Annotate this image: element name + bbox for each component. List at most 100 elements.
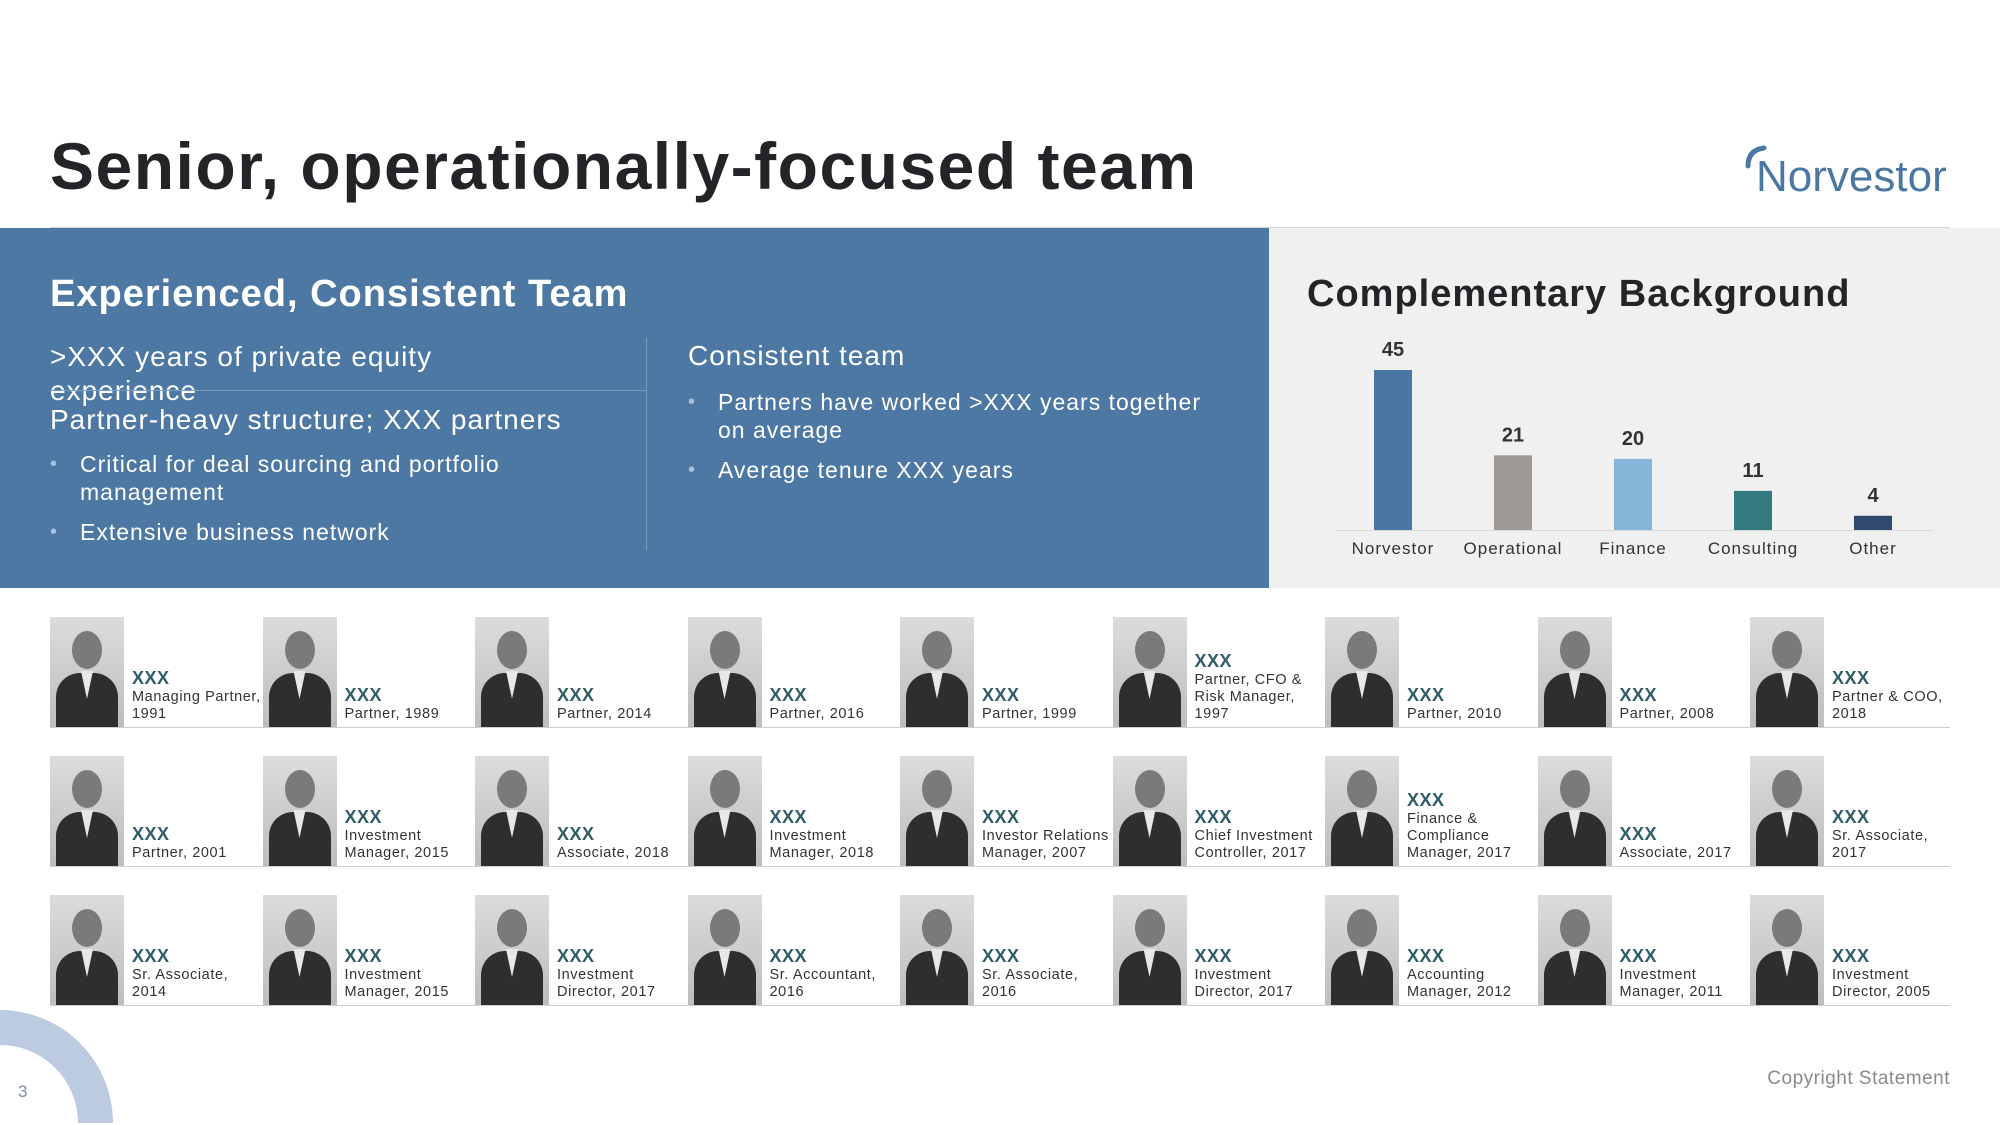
- category-label: Consulting: [1708, 539, 1798, 558]
- team-member-name: XXX: [1832, 946, 1870, 966]
- team-member-role: Sr. Accountant, 2016: [769, 967, 877, 1000]
- team-member-role: Investment Manager, 2011: [1619, 967, 1723, 1000]
- team-member-photo: [1750, 895, 1824, 1005]
- team-member-info: XXX Investment Director, 2017: [1195, 946, 1330, 1001]
- team-member-card: XXX Investor Relations Manager, 2007: [900, 756, 1110, 866]
- team-member-info: XXX Associate, 2018: [557, 824, 692, 862]
- team-member-photo: [1112, 895, 1187, 1005]
- team-member-photo: [262, 895, 337, 1005]
- team-member-info: XXX Investment Manager, 2015: [345, 946, 480, 1001]
- team-member-photo: [1325, 617, 1399, 727]
- team-member-card: XXX Partner, 2016: [687, 617, 898, 727]
- category-label: Norvestor: [1352, 539, 1435, 558]
- team-member-role: Partner, 2010: [1407, 706, 1502, 722]
- category-label: Finance: [1599, 539, 1666, 558]
- team-member-photo: [50, 895, 124, 1005]
- logo-text: Norvestor: [1756, 152, 1947, 201]
- team-member-card: XXX Associate, 2017: [1537, 756, 1748, 866]
- team-member-role: Sr. Associate, 2014: [132, 967, 229, 1000]
- team-member-photo: [262, 617, 337, 727]
- team-member-info: XXX Partner, 2008: [1620, 685, 1755, 723]
- team-member-name: XXX: [982, 946, 1020, 966]
- team-member-name: XXX: [1407, 790, 1445, 810]
- team-member-role: Investor Relations Manager, 2007: [982, 828, 1109, 861]
- team-member-info: XXX Sr. Associate, 2016: [982, 946, 1117, 1001]
- bullet-item: Extensive business network: [50, 518, 610, 546]
- team-member-info: XXX Partner & COO, 2018: [1832, 668, 1967, 723]
- team-member-name: XXX: [132, 824, 170, 844]
- consistent-team-bullets: Partners have worked >XXX years together…: [688, 388, 1208, 496]
- team-member-info: XXX Partner, 2001: [132, 824, 267, 862]
- team-member-card: XXX Associate, 2018: [475, 756, 685, 866]
- team-member-info: XXX Sr. Associate, 2014: [132, 946, 267, 1001]
- team-member-info: XXX Partner, CFO & Risk Manager, 1997: [1195, 651, 1330, 723]
- team-member-name: XXX: [769, 685, 808, 705]
- team-member-photo: [900, 756, 974, 866]
- team-member-role: Investment Director, 2017: [1194, 967, 1294, 1000]
- bar-norvestor: [1374, 370, 1412, 530]
- team-member-card: XXX Partner, 1999: [900, 617, 1110, 727]
- team-member-name: XXX: [1832, 668, 1870, 688]
- team-member-info: XXX Chief Investment Controller, 2017: [1195, 807, 1330, 862]
- team-member-info: XXX Partner, 2016: [770, 685, 905, 723]
- team-member-info: XXX Finance & Compliance Manager, 2017: [1407, 790, 1542, 862]
- team-member-name: XXX: [132, 946, 170, 966]
- team-member-info: XXX Partner, 1999: [982, 685, 1117, 723]
- team-member-card: XXX Partner, 1989: [262, 617, 473, 727]
- bullet-item: Critical for deal sourcing and portfolio…: [50, 450, 610, 506]
- team-member-photo: [1750, 617, 1824, 727]
- team-member-name: XXX: [344, 807, 383, 827]
- team-member-role: Finance & Compliance Manager, 2017: [1407, 811, 1512, 861]
- team-member-card: XXX Partner & COO, 2018: [1750, 617, 1960, 727]
- team-member-photo: [1325, 756, 1399, 866]
- team-member-role: Investment Manager, 2015: [344, 967, 450, 1000]
- category-label: Other: [1849, 539, 1897, 558]
- team-member-name: XXX: [1832, 807, 1870, 827]
- team-member-card: XXX Sr. Associate, 2014: [50, 895, 260, 1005]
- team-member-info: XXX Managing Partner, 1991: [132, 668, 267, 723]
- team-member-name: XXX: [1194, 651, 1233, 671]
- bar-value-label: 11: [1742, 460, 1763, 482]
- team-member-name: XXX: [1194, 807, 1233, 827]
- team-member-role: Investment Director, 2005: [1832, 967, 1931, 1000]
- team-member-info: XXX Partner, 2010: [1407, 685, 1542, 723]
- team-member-photo: [50, 617, 124, 727]
- team-member-name: XXX: [769, 946, 808, 966]
- team-member-card: XXX Partner, 2008: [1537, 617, 1748, 727]
- team-member-role: Partner, CFO & Risk Manager, 1997: [1194, 672, 1303, 722]
- team-member-name: XXX: [982, 685, 1020, 705]
- team-member-name: XXX: [1407, 946, 1445, 966]
- team-member-info: XXX Investment Director, 2017: [557, 946, 692, 1001]
- team-member-card: XXX Chief Investment Controller, 2017: [1112, 756, 1323, 866]
- team-member-photo: [1537, 617, 1612, 727]
- team-member-card: XXX Sr. Accountant, 2016: [687, 895, 898, 1005]
- title-divider: [50, 227, 1950, 228]
- team-member-photo: [1537, 895, 1612, 1005]
- team-member-card: XXX Partner, CFO & Risk Manager, 1997: [1112, 617, 1323, 727]
- team-member-name: XXX: [344, 946, 383, 966]
- team-member-card: XXX Investment Manager, 2011: [1537, 895, 1748, 1005]
- team-member-card: XXX Partner, 2010: [1325, 617, 1535, 727]
- team-member-card: XXX Investment Manager, 2015: [262, 895, 473, 1005]
- team-member-role: Partner, 2014: [557, 706, 652, 722]
- team-member-name: XXX: [557, 824, 595, 844]
- norvestor-logo: Norvestor: [1742, 142, 1952, 202]
- team-member-photo: [475, 617, 549, 727]
- panel-row-divider: [50, 390, 646, 391]
- team-member-card: XXX Investment Director, 2017: [1112, 895, 1323, 1005]
- team-member-photo: [687, 895, 762, 1005]
- team-member-card: XXX Investment Manager, 2015: [262, 756, 473, 866]
- team-member-name: XXX: [1619, 685, 1658, 705]
- team-member-photo: [1750, 756, 1824, 866]
- corner-decoration: [0, 1010, 113, 1123]
- team-member-name: XXX: [982, 807, 1020, 827]
- team-member-card: XXX Investment Director, 2017: [475, 895, 685, 1005]
- team-member-info: XXX Associate, 2017: [1620, 824, 1755, 862]
- team-member-info: XXX Investment Director, 2005: [1832, 946, 1967, 1001]
- team-member-card: XXX Sr. Associate, 2017: [1750, 756, 1960, 866]
- team-member-role: Partner & COO, 2018: [1832, 689, 1943, 722]
- bar-operational: [1494, 455, 1532, 530]
- team-member-role: Managing Partner, 1991: [132, 689, 261, 722]
- team-member-role: Associate, 2017: [1619, 845, 1732, 861]
- team-member-photo: [1325, 895, 1399, 1005]
